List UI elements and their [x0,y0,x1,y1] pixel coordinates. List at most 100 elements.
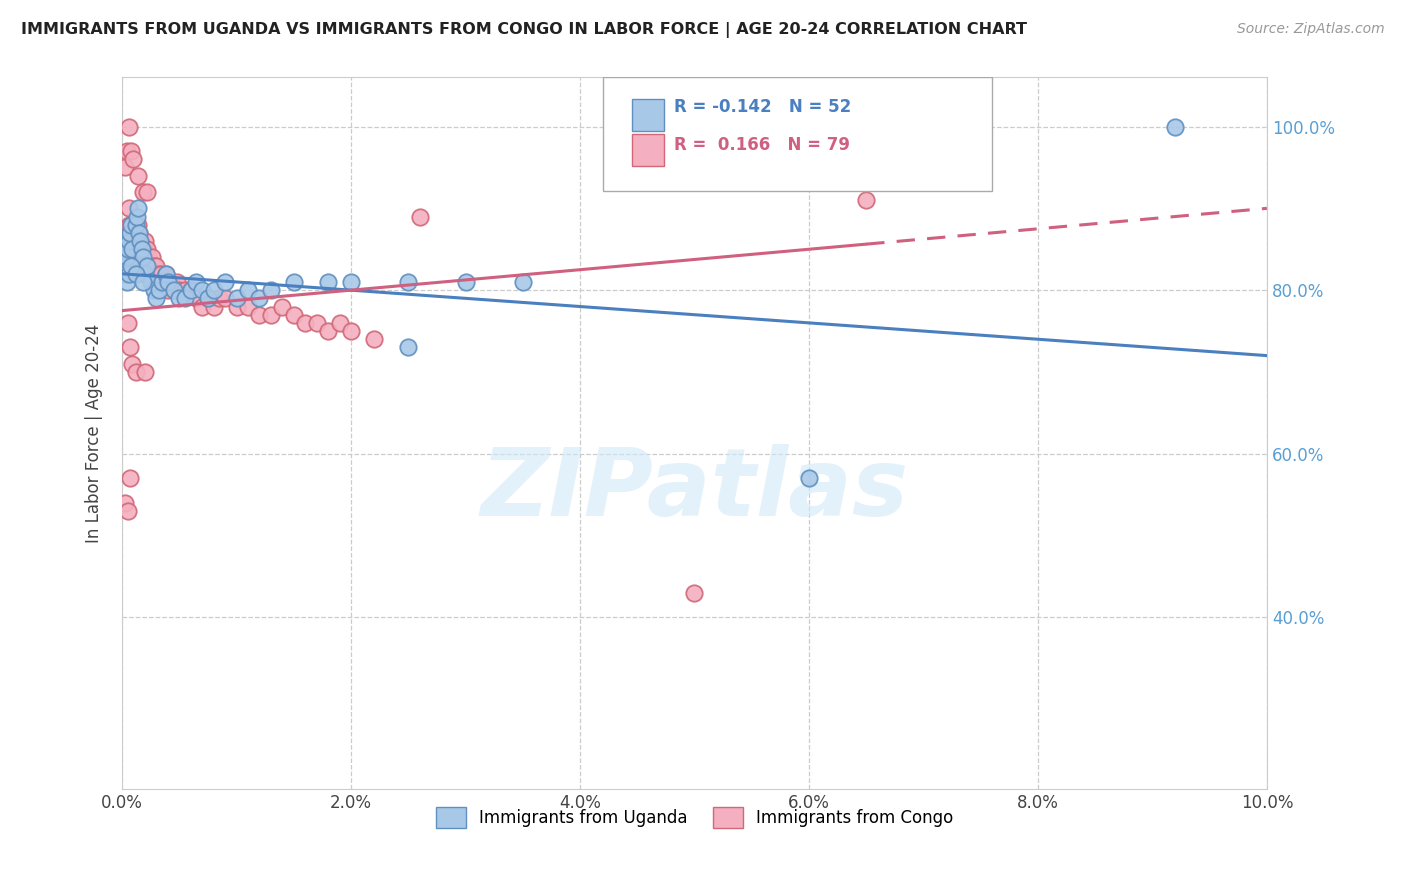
Point [125,210,148,224]
Text: R = -0.142   N = 52: R = -0.142 N = 52 [673,98,851,116]
Point [855,193,877,207]
Text: IMMIGRANTS FROM UGANDA VS IMMIGRANTS FROM CONGO IN LABOR FORCE | AGE 20-24 CORRE: IMMIGRANTS FROM UGANDA VS IMMIGRANTS FRO… [21,22,1028,38]
Point [125,365,148,379]
Point [120,218,142,232]
Point [131,275,153,289]
Point [117,226,139,240]
Point [134,267,156,281]
Point [121,242,143,256]
Point [225,291,247,305]
Y-axis label: In Labor Force | Age 20-24: In Labor Force | Age 20-24 [86,324,103,543]
Point [139,259,162,273]
Point [149,267,172,281]
Point [131,251,153,265]
Point [214,291,236,305]
Point [117,504,139,518]
Point [122,251,145,265]
Point [260,308,283,322]
Point [115,251,138,265]
Point [180,283,202,297]
Point [316,324,339,338]
Point [118,120,141,134]
Point [191,283,214,297]
Point [162,283,184,297]
Point [121,242,143,256]
Point [134,365,156,379]
Point [155,267,177,281]
Point [169,291,191,305]
Point [454,275,477,289]
Point [145,259,167,273]
Point [143,283,166,297]
Point [118,267,141,281]
Point [156,275,179,289]
Point [141,251,163,265]
Text: ZIPatlas: ZIPatlas [481,444,908,536]
Point [131,251,153,265]
Point [129,234,152,248]
Point [112,259,135,273]
Point [148,283,170,297]
Point [127,218,149,232]
FancyBboxPatch shape [631,99,664,131]
Point [409,210,432,224]
Point [136,259,159,273]
Point [249,291,271,305]
Point [1164,120,1187,134]
Point [124,226,146,240]
Point [127,202,149,216]
Point [166,275,188,289]
Point [125,267,148,281]
Point [236,300,259,314]
Point [683,586,706,600]
Point [174,291,197,305]
Point [125,218,148,232]
Point [214,275,236,289]
Point [340,324,363,338]
Point [118,202,141,216]
Point [197,291,219,305]
Point [136,242,159,256]
Point [120,226,142,240]
Point [225,300,247,314]
Point [294,316,316,330]
Point [120,340,142,354]
Point [305,316,328,330]
Point [120,242,142,256]
Text: Source: ZipAtlas.com: Source: ZipAtlas.com [1237,22,1385,37]
FancyBboxPatch shape [603,78,993,191]
Point [156,275,179,289]
Point [236,283,259,297]
Point [260,283,283,297]
Point [340,275,363,289]
Point [162,283,184,297]
Point [117,316,139,330]
Point [115,267,138,281]
Point [202,300,225,314]
Point [143,259,166,273]
Point [129,234,152,248]
Point [139,275,162,289]
Point [131,242,153,256]
Text: R =  0.166   N = 79: R = 0.166 N = 79 [673,136,849,154]
Point [150,275,173,289]
Point [191,300,214,314]
Point [132,242,155,256]
Point [118,234,141,248]
Point [152,275,174,289]
Point [117,234,139,248]
Point [316,275,339,289]
Point [208,291,231,305]
Point [283,308,305,322]
Point [121,357,143,371]
Point [197,291,219,305]
Point [128,226,150,240]
Point [797,471,820,485]
FancyBboxPatch shape [631,135,664,167]
Point [396,275,419,289]
Point [112,259,135,273]
Point [114,267,136,281]
Point [125,242,148,256]
Point [283,275,305,289]
Point [131,185,153,199]
